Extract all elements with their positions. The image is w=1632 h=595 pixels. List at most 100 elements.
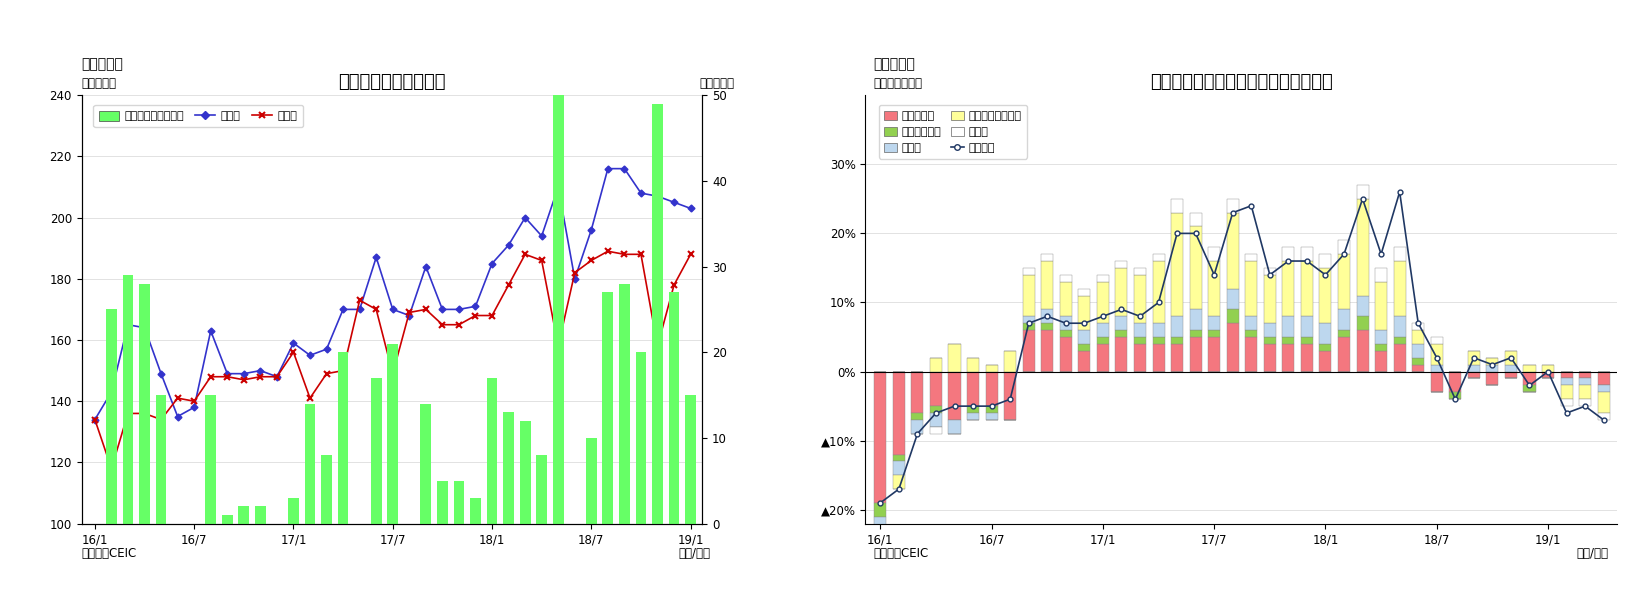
Bar bbox=[1188, 330, 1201, 337]
Bar bbox=[1226, 199, 1239, 212]
Bar bbox=[1301, 247, 1312, 261]
Bar bbox=[1541, 372, 1554, 378]
Bar bbox=[354, 524, 366, 549]
Bar bbox=[1152, 337, 1164, 344]
Bar bbox=[1560, 378, 1572, 386]
Bar bbox=[1301, 344, 1312, 372]
Bar bbox=[139, 284, 150, 524]
Bar bbox=[1337, 309, 1350, 330]
Bar bbox=[305, 403, 315, 524]
Bar bbox=[553, 78, 563, 524]
Bar bbox=[1430, 365, 1443, 372]
Bar bbox=[948, 344, 960, 372]
Bar bbox=[1374, 344, 1386, 351]
Bar bbox=[535, 455, 547, 524]
Bar bbox=[1263, 275, 1275, 323]
Bar bbox=[1133, 275, 1146, 323]
Bar bbox=[486, 378, 498, 524]
Bar bbox=[1133, 268, 1146, 275]
Text: （億ドル）: （億ドル） bbox=[82, 77, 116, 90]
Bar bbox=[893, 455, 904, 461]
Bar bbox=[322, 455, 331, 524]
Bar bbox=[1356, 317, 1368, 330]
Bar bbox=[986, 413, 997, 420]
Bar bbox=[1152, 261, 1164, 323]
Bar bbox=[222, 515, 232, 524]
Bar bbox=[1319, 254, 1330, 268]
Text: （図表７）: （図表７） bbox=[82, 57, 124, 71]
Bar bbox=[1263, 268, 1275, 275]
Bar bbox=[1374, 282, 1386, 330]
Bar bbox=[1505, 351, 1516, 365]
Bar bbox=[1226, 212, 1239, 289]
Bar bbox=[1578, 372, 1590, 378]
Bar bbox=[1115, 261, 1126, 268]
Bar bbox=[1059, 317, 1071, 330]
Bar bbox=[1245, 317, 1257, 330]
Bar bbox=[1392, 261, 1405, 317]
Bar bbox=[1337, 240, 1350, 254]
Bar bbox=[1374, 330, 1386, 344]
Bar bbox=[1245, 337, 1257, 372]
Legend: 貿易収支（右目盛）, 輸出額, 輸入額: 貿易収支（右目盛）, 輸出額, 輸入額 bbox=[93, 105, 302, 127]
Bar bbox=[1505, 365, 1516, 372]
Bar bbox=[586, 438, 596, 524]
Bar bbox=[873, 372, 886, 503]
Bar bbox=[206, 395, 215, 524]
Bar bbox=[1133, 337, 1146, 344]
Bar bbox=[238, 506, 250, 524]
Bar bbox=[911, 413, 922, 420]
Bar bbox=[387, 344, 398, 524]
Bar bbox=[1578, 399, 1590, 406]
Bar bbox=[1392, 344, 1405, 372]
Bar bbox=[1281, 337, 1294, 344]
Bar bbox=[1392, 317, 1405, 337]
Bar bbox=[1004, 351, 1015, 372]
Bar bbox=[1485, 372, 1498, 386]
Bar bbox=[986, 365, 997, 372]
Bar bbox=[1319, 268, 1330, 323]
Bar bbox=[1022, 317, 1035, 323]
Bar bbox=[1097, 282, 1108, 323]
Text: （年/月）: （年/月） bbox=[1575, 547, 1608, 560]
Bar bbox=[1077, 296, 1090, 330]
Bar bbox=[1337, 330, 1350, 337]
Bar bbox=[519, 421, 530, 524]
Bar bbox=[1392, 337, 1405, 344]
Bar bbox=[1170, 337, 1183, 344]
Bar bbox=[1059, 275, 1071, 282]
Bar bbox=[1430, 337, 1443, 344]
Bar bbox=[893, 372, 904, 455]
Bar bbox=[419, 403, 431, 524]
Bar bbox=[667, 292, 679, 524]
Bar bbox=[1004, 372, 1015, 420]
Bar bbox=[911, 372, 922, 413]
Bar bbox=[1022, 330, 1035, 372]
Bar bbox=[1523, 372, 1534, 386]
Bar bbox=[1208, 317, 1219, 330]
Bar bbox=[1059, 330, 1071, 337]
Bar bbox=[1077, 344, 1090, 351]
Bar bbox=[1301, 261, 1312, 317]
Bar bbox=[1485, 358, 1498, 365]
Bar bbox=[1077, 330, 1090, 344]
Bar bbox=[966, 372, 979, 406]
Bar bbox=[1281, 317, 1294, 337]
Bar bbox=[1523, 386, 1534, 392]
Bar bbox=[1041, 323, 1053, 330]
Bar bbox=[1319, 323, 1330, 344]
Bar bbox=[1430, 372, 1443, 392]
Bar bbox=[1596, 372, 1609, 386]
Bar bbox=[1133, 344, 1146, 372]
Title: マレーシア　輸出の伸び率（品目別）: マレーシア 輸出の伸び率（品目別） bbox=[1149, 73, 1332, 91]
Bar bbox=[1356, 296, 1368, 317]
Bar bbox=[1578, 386, 1590, 399]
Bar bbox=[1560, 372, 1572, 378]
Bar bbox=[1412, 365, 1423, 372]
Bar bbox=[570, 524, 579, 541]
Bar bbox=[1059, 337, 1071, 372]
Bar bbox=[1596, 392, 1609, 413]
Bar bbox=[1097, 323, 1108, 337]
Bar bbox=[1152, 254, 1164, 261]
Bar bbox=[1356, 185, 1368, 199]
